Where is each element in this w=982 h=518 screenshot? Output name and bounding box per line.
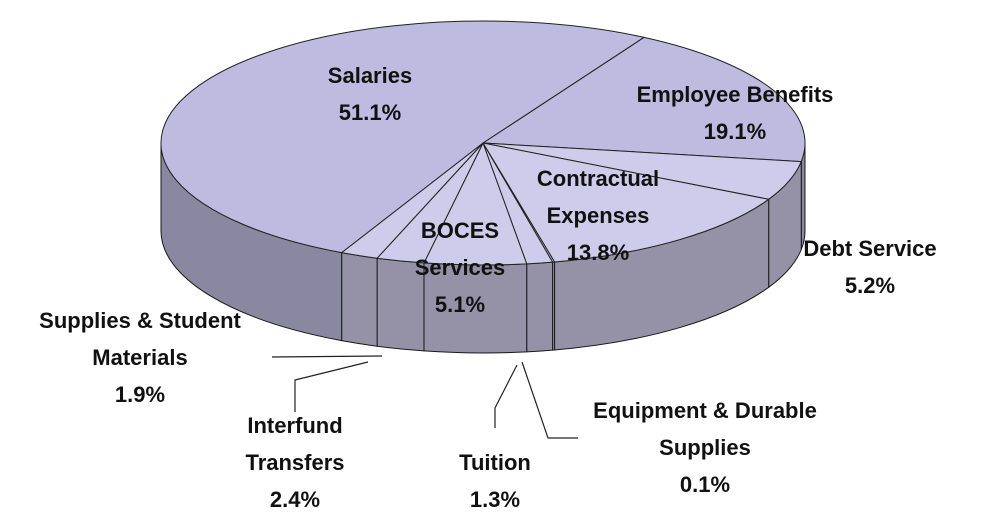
slice-label: Employee Benefits 19.1% <box>585 76 885 150</box>
slice-tops <box>160 20 806 266</box>
category-label: Equipment & Durable Supplies <box>593 398 817 460</box>
category-label: Employee Benefits <box>636 82 834 107</box>
category-label: Interfund Transfers <box>245 413 345 475</box>
slice-side <box>526 261 554 353</box>
slice-label: Supplies & Student Materials 1.9% <box>0 302 280 413</box>
slice-side <box>341 252 378 347</box>
slice-label: Salaries 51.1% <box>290 57 450 131</box>
category-label: Contractual Expenses <box>536 166 660 228</box>
leader-line <box>494 364 518 428</box>
leader-line <box>521 361 578 439</box>
category-label: Supplies & Student Materials <box>39 308 241 370</box>
value-label: 1.9% <box>114 382 166 407</box>
value-label: 2.4% <box>269 487 321 512</box>
leader-line <box>294 361 369 412</box>
category-label: Debt Service <box>803 236 937 261</box>
slice-label: Tuition 1.3% <box>435 444 555 518</box>
slice-sides <box>160 142 806 354</box>
slice <box>160 20 646 254</box>
slice-label: BOCES Services 5.1% <box>390 212 530 323</box>
leader-line <box>271 355 383 358</box>
value-label: 5.1% <box>434 292 486 317</box>
value-label: 51.1% <box>338 100 402 125</box>
category-label: Tuition <box>459 450 531 475</box>
slice <box>481 142 770 263</box>
value-label: 5.2% <box>844 273 896 298</box>
leader-lines <box>271 355 578 439</box>
slice <box>481 36 806 163</box>
slice-label: Contractual Expenses 13.8% <box>503 160 693 271</box>
value-label: 19.1% <box>703 119 767 144</box>
category-label: Salaries <box>327 63 413 88</box>
value-label: 1.3% <box>469 487 521 512</box>
slice-label: Interfund Transfers 2.4% <box>215 407 375 518</box>
slice-label: Debt Service 5.2% <box>760 230 980 304</box>
slice-label: Equipment & Durable Supplies 0.1% <box>555 392 855 503</box>
value-label: 0.1% <box>679 472 731 497</box>
category-label: BOCES Services <box>414 218 506 280</box>
value-label: 13.8% <box>566 240 630 265</box>
